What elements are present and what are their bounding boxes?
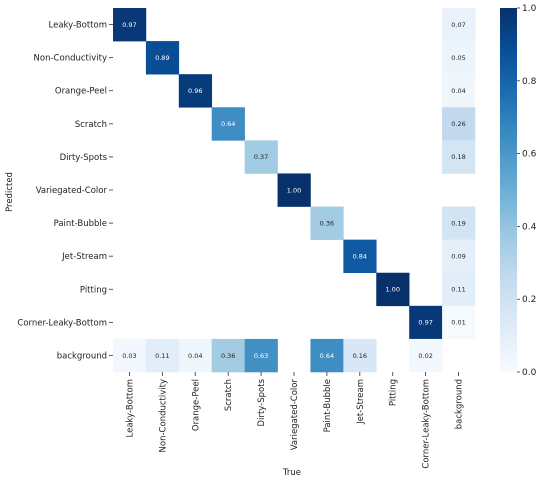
y-tick-label: Leaky-Bottom xyxy=(49,21,107,31)
cell-value-label: 0.97 xyxy=(418,319,432,327)
heatmap-cell xyxy=(343,239,377,274)
heatmap-cell xyxy=(442,8,476,42)
y-axis-title: Predicted xyxy=(5,172,15,212)
x-tick-labels: Leaky-Bottom Non-Conductivity Orange-Peel S… xyxy=(125,372,465,469)
cell-value-label: 0.18 xyxy=(451,153,465,161)
heatmap-cell xyxy=(178,338,213,373)
heatmap-cell xyxy=(442,206,476,240)
cell-value-label: 0.89 xyxy=(155,54,169,62)
cell-value-label: 0.04 xyxy=(188,352,202,360)
heatmap-cell xyxy=(409,338,443,373)
heatmap-cell xyxy=(277,173,311,207)
cell-value-label: 0.19 xyxy=(451,219,465,227)
y-tick-label: Paint-Bubble xyxy=(54,219,107,229)
cell-value-label: 1.00 xyxy=(287,186,301,194)
heatmap-cell xyxy=(442,74,476,108)
cell-value-label: 0.04 xyxy=(451,87,465,95)
colorbar-tick-label: 0.4 xyxy=(522,222,537,232)
heatmap-cell xyxy=(409,305,443,340)
heatmap-cell xyxy=(113,338,147,373)
x-tick-label: Orange-Peel xyxy=(191,379,201,431)
cell-value-label: 0.36 xyxy=(320,219,334,227)
heatmap-cell xyxy=(244,140,278,174)
cell-value-label: 0.26 xyxy=(451,120,465,128)
cell-value-label: 0.11 xyxy=(155,352,169,360)
heatmap-cell xyxy=(442,305,476,340)
cell-value-label: 0.01 xyxy=(451,319,465,327)
x-axis-title: True xyxy=(282,468,301,478)
x-tick-label: Dirty-Spots xyxy=(257,378,267,426)
x-tick-label: Jet-Stream xyxy=(356,379,366,425)
cell-value-label: 0.03 xyxy=(122,352,136,360)
y-tick-label: Orange-Peel xyxy=(55,87,107,97)
heatmap-cell xyxy=(442,239,476,274)
colorbar-tick-label: 0.6 xyxy=(522,150,537,160)
y-tick-label: Corner-Leaky-Bottom xyxy=(17,318,107,328)
x-tick-label: background xyxy=(455,379,465,429)
cell-value-label: 1.00 xyxy=(385,286,399,294)
y-tick-labels: Leaky-Bottom Non-Conductivity Orange-Peel S… xyxy=(17,21,113,361)
y-tick-label: Scratch xyxy=(75,120,107,130)
heatmap-cell xyxy=(442,107,476,141)
heatmap-cell xyxy=(211,107,245,141)
cell-value-label: 0.97 xyxy=(122,21,136,29)
heatmap-cell xyxy=(376,272,410,307)
cell-value-label: 0.11 xyxy=(451,286,465,294)
colorbar-tick-label: 1.0 xyxy=(522,4,537,14)
cell-value-label: 0.63 xyxy=(254,352,268,360)
heatmap-cell xyxy=(211,338,245,373)
cell-value-label: 0.64 xyxy=(320,352,334,360)
heatmap-cells: 0.97 0.07 0.89 0.05 0.96 0.04 0.64 0.26 0.37 0.18… xyxy=(113,8,476,373)
y-tick-label: Dirty-Spots xyxy=(60,153,108,163)
y-tick-label: Non-Conductivity xyxy=(34,54,107,64)
cell-value-label: 0.64 xyxy=(221,120,235,128)
y-tick-label: background xyxy=(57,351,107,361)
cell-value-label: 0.37 xyxy=(254,153,268,161)
heatmap-cell xyxy=(442,140,476,174)
x-tick-label: Leaky-Bottom xyxy=(125,379,135,437)
y-tick-label: Jet-Stream xyxy=(61,252,107,262)
heatmap-cell xyxy=(145,338,180,373)
colorbar-tick-label: 0.0 xyxy=(522,368,537,378)
colorbar: 0.0 0.2 0.4 0.6 0.8 1.0 xyxy=(500,4,537,378)
colorbar-tick-label: 0.2 xyxy=(522,295,536,305)
cell-value-label: 0.07 xyxy=(451,21,465,29)
y-tick-label: Variegated-Color xyxy=(36,186,108,196)
heatmap-cell xyxy=(113,8,147,42)
x-tick-label: Pitting xyxy=(389,379,399,406)
heatmap-cell xyxy=(442,272,476,307)
y-tick-label: Pitting xyxy=(80,285,107,295)
cell-value-label: 0.36 xyxy=(221,352,235,360)
colorbar-gradient xyxy=(500,8,517,372)
x-tick-label: Variegated-Color xyxy=(290,379,300,451)
x-tick-label: Corner-Leaky-Bottom xyxy=(422,379,432,469)
heatmap-cell xyxy=(178,74,213,108)
cell-value-label: 0.09 xyxy=(451,252,465,260)
x-tick-label: Paint-Bubble xyxy=(323,379,333,432)
x-tick-label: Scratch xyxy=(224,379,234,411)
cell-value-label: 0.02 xyxy=(418,352,432,360)
heatmap-cell xyxy=(244,338,278,373)
heatmap-cell xyxy=(310,338,344,373)
heatmap-cell xyxy=(145,41,180,75)
heatmap-cell xyxy=(343,338,377,373)
heatmap-cell xyxy=(442,41,476,75)
heatmap-cell xyxy=(310,206,344,240)
cell-value-label: 0.96 xyxy=(188,87,202,95)
cell-value-label: 0.05 xyxy=(451,54,465,62)
colorbar-tick-label: 0.8 xyxy=(522,77,537,87)
cell-value-label: 0.84 xyxy=(353,252,367,260)
x-tick-label: Non-Conductivity xyxy=(158,379,168,452)
cell-value-label: 0.16 xyxy=(353,352,367,360)
